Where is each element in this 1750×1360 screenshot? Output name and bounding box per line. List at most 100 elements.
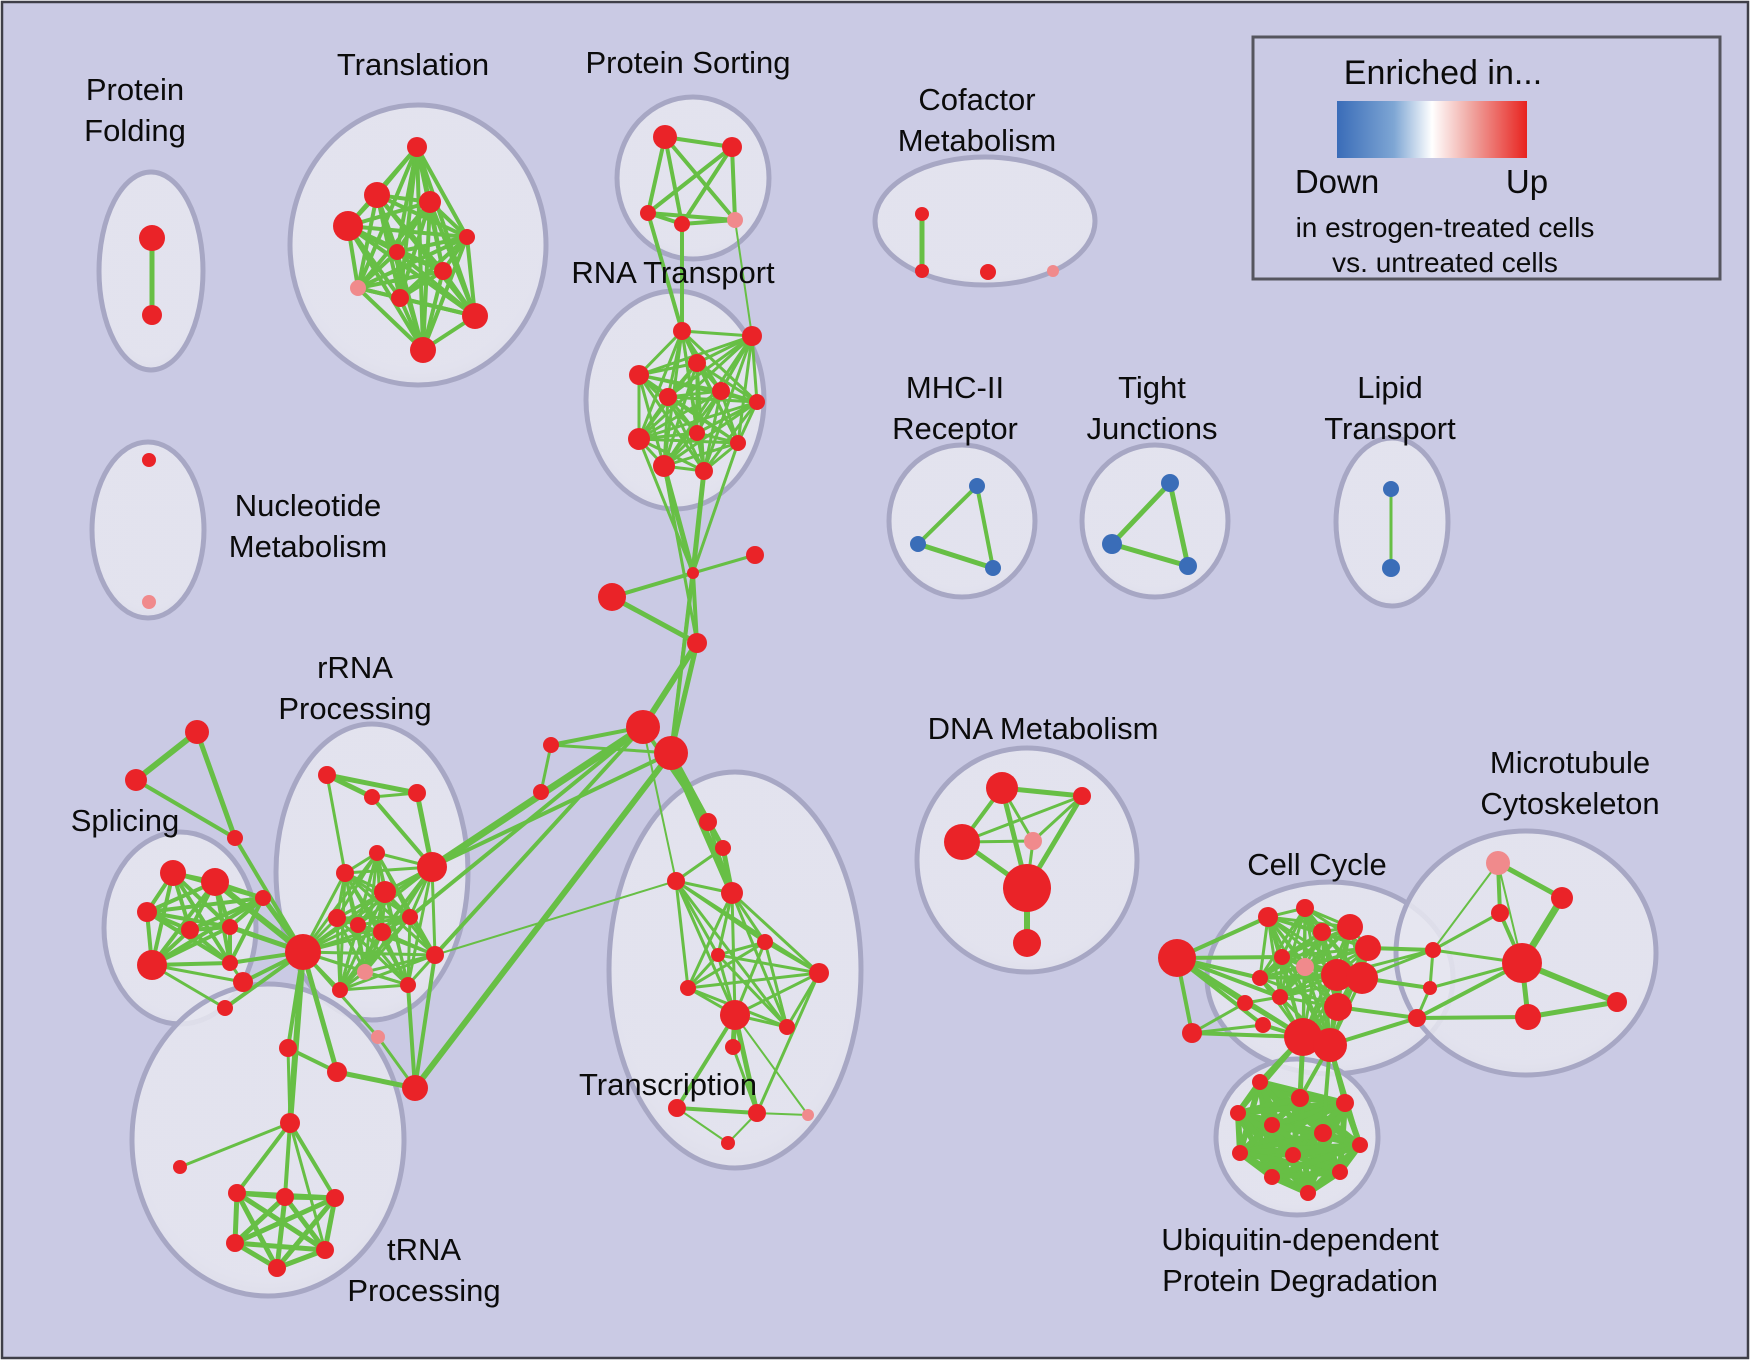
- edge-sp1-sp8: [171, 871, 232, 965]
- edge-rr21-sp7: [150, 963, 245, 984]
- node-tx3: [667, 872, 685, 890]
- edge-rr19-rr13: [413, 953, 437, 1090]
- node-mh2: [910, 536, 926, 552]
- edge-mc1-mc2: [1495, 860, 1565, 901]
- edge-tj1-tj2: [1109, 480, 1173, 547]
- edge-tr3-tr11: [346, 224, 425, 352]
- node-ps4: [674, 216, 690, 232]
- edge-tnh-tn2: [283, 1121, 292, 1199]
- edge-ps1-ps4: [663, 135, 684, 226]
- edge-tn2-tn5: [282, 1194, 328, 1253]
- cluster-label-rrna-processing-line2: Processing: [278, 691, 431, 726]
- node-mc2: [1551, 887, 1573, 909]
- node-sp8: [222, 955, 238, 971]
- edge-j1-nmid: [691, 571, 699, 645]
- edge-rt2-rt12: [702, 334, 754, 473]
- edge-cc3-cc10: [1258, 915, 1270, 980]
- node-lt1: [1383, 481, 1399, 497]
- node-tj1: [1161, 474, 1179, 492]
- node-tn4: [226, 1234, 244, 1252]
- edge-tx12-tx15: [676, 1107, 729, 1144]
- node-tj3: [1179, 557, 1197, 575]
- edge-tx5-tx7: [763, 940, 821, 975]
- node-cc7: [1355, 935, 1381, 961]
- node-tx8: [680, 980, 696, 996]
- node-tg2: [125, 769, 147, 791]
- node-tr7: [434, 262, 452, 280]
- edge-sp2-sp7: [150, 880, 217, 967]
- node-tr4: [419, 191, 441, 213]
- edge-mc5-mc6: [1525, 999, 1620, 1020]
- edge-ps1-ps3: [646, 135, 667, 215]
- node-cc2: [1182, 1023, 1202, 1043]
- node-cc3: [1258, 907, 1278, 927]
- legend-caption-line1: in estrogen-treated cells: [1296, 212, 1595, 243]
- edge-ps5-rt2: [734, 219, 753, 337]
- node-rr18: [327, 1062, 347, 1082]
- node-rrh: [285, 934, 321, 970]
- edge-ps4-ps5: [680, 218, 737, 226]
- edge-ps3-rt1: [646, 211, 684, 333]
- node-rt4: [629, 365, 649, 385]
- edge-tnh-tni: [178, 1121, 292, 1169]
- node-pf2: [142, 305, 162, 325]
- node-isr: [746, 546, 764, 564]
- node-rr12: [357, 964, 373, 980]
- edge-rt1-rt2: [680, 329, 754, 338]
- node-tx14: [802, 1109, 814, 1121]
- node-ps2: [722, 137, 742, 157]
- node-mh3: [985, 560, 1001, 576]
- edge-tx9-tx13: [732, 1012, 760, 1116]
- edge-tr6-tr9: [398, 235, 469, 300]
- edge-cc19-mc1: [1432, 862, 1499, 951]
- legend-caption-line2: vs. untreated cells: [1332, 247, 1558, 278]
- node-rr19: [402, 1075, 428, 1101]
- cluster-label-lipid-transport-line2: Transport: [1324, 411, 1456, 446]
- edge-tn3-tn6: [274, 1195, 338, 1271]
- edge-tnh-tn5: [288, 1121, 327, 1252]
- node-ub7: [1232, 1145, 1248, 1161]
- edge-dm2-dm3: [960, 794, 1084, 844]
- node-ub11: [1332, 1164, 1348, 1180]
- edge-bgl-nmid: [609, 594, 700, 646]
- node-dm1: [986, 772, 1018, 804]
- edge-rt1-rt4: [637, 329, 684, 377]
- node-tg1: [185, 720, 209, 744]
- edge-tx5-tx10: [763, 940, 789, 1029]
- node-tr2: [364, 182, 390, 208]
- cluster-label-trna-processing-line1: tRNA: [387, 1232, 461, 1267]
- node-tr5: [389, 244, 405, 260]
- node-tj2: [1102, 534, 1122, 554]
- node-tx11: [725, 1039, 741, 1055]
- edge-rr18-rr19: [334, 1069, 418, 1091]
- edge-tg2-tg3: [134, 778, 237, 840]
- legend-box: [1251, 35, 1722, 281]
- edge-tx4-tx9: [730, 891, 737, 1017]
- node-mc4: [1502, 943, 1542, 983]
- edge-ub9-ub10: [1269, 1142, 1363, 1180]
- node-cc16: [1324, 993, 1352, 1021]
- node-nmid: [687, 633, 707, 653]
- edge-hb1-rr13: [433, 725, 645, 957]
- edge-tx7-tx8: [686, 971, 821, 990]
- node-cc12: [1272, 989, 1288, 1005]
- node-sp7: [137, 950, 167, 980]
- edge-sp3-sp6: [145, 896, 265, 914]
- node-rt6: [712, 382, 730, 400]
- node-cc19: [1425, 942, 1441, 958]
- node-cc18: [1313, 1028, 1347, 1062]
- node-rr14: [332, 982, 348, 998]
- node-rr2: [364, 789, 380, 805]
- cluster-label-splicing-line1: Splicing: [71, 803, 180, 838]
- edge-tx6-tx10: [716, 953, 789, 1029]
- edge-rt7-rt11: [662, 400, 759, 468]
- node-rr10: [402, 909, 418, 925]
- node-tr9: [391, 289, 409, 307]
- edge-rrh-rr18: [300, 949, 340, 1075]
- edge-tr6-tr8: [356, 235, 469, 290]
- node-rt12: [695, 462, 713, 480]
- edge-tx2-tx3: [674, 846, 725, 883]
- edge-rt7-rt12: [702, 400, 759, 473]
- edge-jl1-jl2: [539, 743, 553, 794]
- node-cc14: [1346, 962, 1378, 994]
